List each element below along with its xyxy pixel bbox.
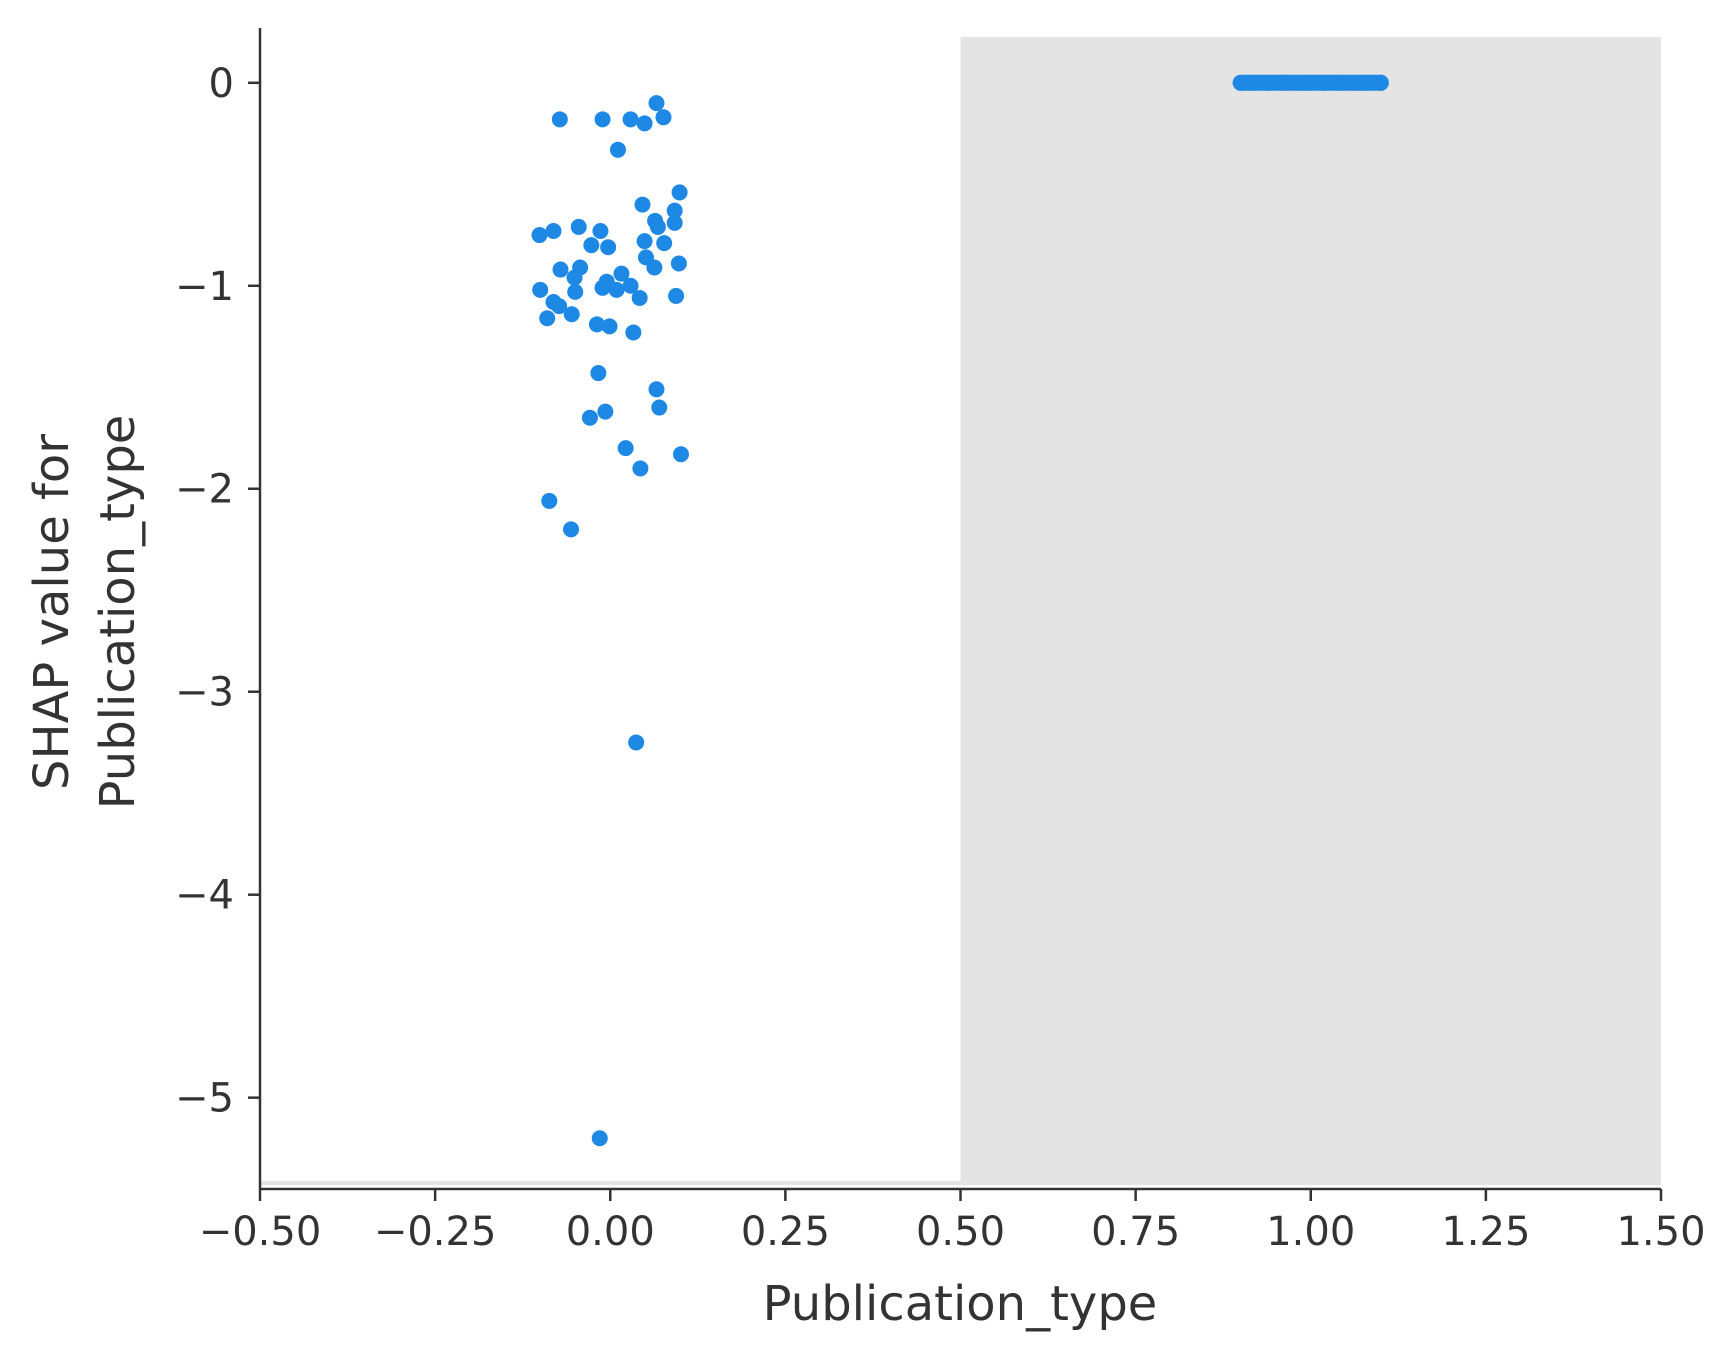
data-point-s0-16 (545, 222, 562, 239)
data-point-s0-46 (597, 403, 614, 420)
y-tick-label: −1 (175, 264, 234, 310)
y-tick-label: −2 (175, 467, 234, 513)
data-point-s0-35 (567, 283, 584, 300)
x-tick-label: 0.50 (916, 1209, 1005, 1255)
data-point-s0-17 (570, 218, 587, 235)
data-point-s0-5 (655, 109, 672, 126)
data-point-s0-30 (608, 281, 625, 298)
x-tick-label: 1.25 (1441, 1209, 1530, 1255)
data-point-s0-47 (581, 409, 598, 426)
y-tick-label: −4 (175, 873, 234, 919)
y-axis-label-line-1: SHAP value for (24, 434, 80, 790)
data-point-s0-34 (532, 281, 549, 298)
y-axis-ticks: 0 −1 −2 −3 −4 −5 (175, 61, 260, 1122)
data-point-s0-3 (636, 115, 653, 132)
data-point-s0-18 (592, 222, 609, 239)
y-axis-label-line-2: Publication_type (90, 415, 146, 810)
shaded-bands (260, 37, 1661, 1185)
data-point-s0-1 (594, 111, 611, 128)
shaded-band-strip (260, 1181, 961, 1185)
data-point-s0-23 (670, 255, 687, 272)
data-point-s0-40 (588, 316, 605, 333)
data-point-s0-26 (566, 269, 583, 286)
data-point-s0-0 (551, 111, 568, 128)
data-point-s0-53 (628, 734, 645, 751)
data-point-s0-37 (551, 298, 568, 315)
y-tick-label: −5 (175, 1076, 234, 1122)
x-tick-label: 0.75 (1091, 1209, 1180, 1255)
data-point-s0-24 (552, 261, 569, 278)
data-point-s0-44 (648, 381, 665, 398)
data-point-s0-51 (541, 492, 558, 509)
y-tick-label: −3 (175, 670, 234, 716)
x-tick-label: 1.50 (1616, 1209, 1705, 1255)
x-tick-label: 0.25 (741, 1209, 830, 1255)
data-point-s0-7 (634, 196, 651, 213)
x-tick-label: 1.00 (1266, 1209, 1355, 1255)
x-tick-label: −0.50 (199, 1209, 322, 1255)
x-axis-label: Publication_type (763, 1276, 1158, 1332)
data-point-s0-43 (590, 365, 607, 382)
data-point-s0-54 (591, 1130, 608, 1147)
data-point-s0-38 (563, 306, 580, 323)
data-point-s0-12 (666, 214, 683, 231)
data-point-s0-8 (671, 184, 688, 201)
data-point-s0-42 (625, 324, 642, 341)
data-point-s0-32 (631, 289, 648, 306)
data-point-s0-22 (646, 259, 663, 276)
data-point-s0-48 (617, 440, 634, 457)
data-point-s0-52 (563, 521, 580, 538)
shaded-band-0 (960, 37, 1661, 1185)
data-point-s0-31 (622, 277, 639, 294)
data-point-s0-41 (601, 318, 618, 335)
x-tick-label: −0.25 (374, 1209, 497, 1255)
data-point-s0-20 (600, 239, 617, 256)
x-axis-ticks: −0.50 −0.25 0.00 0.25 0.50 0.75 1.00 1.25 1.50 (199, 1189, 1706, 1255)
data-point-s0-14 (636, 233, 653, 250)
data-point-s0-27 (613, 265, 630, 282)
data-point-s0-9 (666, 202, 683, 219)
data-point-s0-19 (583, 237, 600, 254)
data-point-s0-2 (622, 111, 639, 128)
data-point-s0-6 (609, 141, 626, 158)
data-point-s0-45 (651, 399, 668, 416)
data-point-s0-11 (649, 218, 666, 235)
data-points (531, 74, 1389, 1147)
data-point-s0-50 (632, 460, 649, 477)
data-point-s0-13 (656, 235, 673, 252)
data-point-s0-4 (648, 95, 665, 112)
data-point-s0-33 (668, 287, 685, 304)
x-tick-label: 0.00 (566, 1209, 655, 1255)
y-tick-label: 0 (209, 61, 234, 107)
data-point-s0-49 (673, 446, 690, 463)
data-point-s0-15 (531, 227, 548, 244)
data-point-s0-39 (539, 310, 556, 327)
data-point-s0-29 (594, 279, 611, 296)
